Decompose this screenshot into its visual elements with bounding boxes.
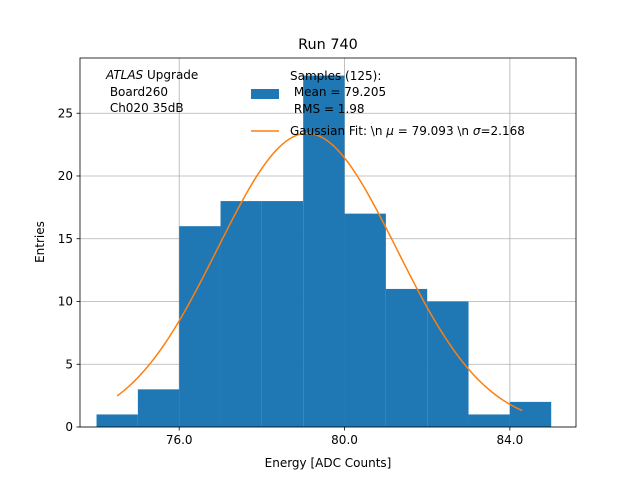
y-tick-label: 20 xyxy=(58,169,73,183)
y-axis-ticks: 0 5 10 15 20 25 xyxy=(58,106,80,434)
gaussian-fit-layer xyxy=(116,132,523,412)
chart-title: Run 740 xyxy=(298,37,358,53)
legend-fit-sigma-symbol: σ xyxy=(473,124,481,138)
legend-fit-mu-value: = 79.093 \n xyxy=(394,124,473,138)
legend-hist-line-2: Mean = 79.205 xyxy=(290,85,386,99)
y-tick-label: 5 xyxy=(65,357,73,371)
histogram-bar xyxy=(509,401,552,427)
y-tick-label: 0 xyxy=(65,420,73,434)
histogram-bar xyxy=(96,414,138,427)
annotation-upgrade: Upgrade xyxy=(143,68,198,82)
x-axis-label: Energy [ADC Counts] xyxy=(265,456,392,470)
x-tick-label: 84.0 xyxy=(497,433,524,447)
y-tick-label: 25 xyxy=(58,106,73,120)
histogram-bar xyxy=(261,201,304,427)
legend-fit-mu-symbol: μ xyxy=(385,124,394,138)
annotation-atlas: ATLAS xyxy=(105,68,144,82)
histogram-bar xyxy=(427,301,469,427)
legend-hist-line-3: RMS = 1.98 xyxy=(290,102,365,116)
histogram-bar xyxy=(220,201,262,427)
legend-hist-swatch xyxy=(251,89,279,99)
y-tick-label: 15 xyxy=(58,232,73,246)
plot-frame xyxy=(79,57,577,428)
x-tick-label: 76.0 xyxy=(166,433,193,447)
legend: Samples (125): Mean = 79.205 RMS = 1.98 … xyxy=(251,69,525,138)
histogram-bar xyxy=(137,389,180,427)
histogram-bar xyxy=(344,213,386,427)
x-tick-label: 80.0 xyxy=(331,433,358,447)
legend-fit-prefix: Gaussian Fit: \n xyxy=(290,124,386,138)
atlas-annotation: ATLAS Upgrade Board260 Ch020 35dB xyxy=(105,68,198,115)
annotation-line-1: ATLAS Upgrade xyxy=(105,68,198,82)
legend-fit-label: Gaussian Fit: \n μ = 79.093 \n σ=2.168 xyxy=(290,124,525,138)
annotation-line-3: Ch020 35dB xyxy=(106,101,184,115)
legend-fit-sigma-value: =2.168 xyxy=(480,124,524,138)
histogram-bar xyxy=(468,414,510,427)
y-tick-label: 10 xyxy=(58,295,73,309)
y-axis-label: Entries xyxy=(33,221,47,263)
histogram-bar xyxy=(179,226,221,427)
x-axis-ticks: 76.0 80.0 84.0 xyxy=(166,427,523,447)
legend-hist-line-1: Samples (125): xyxy=(290,69,381,83)
annotation-line-2: Board260 xyxy=(106,85,168,99)
gaussian-fit-curve xyxy=(116,132,523,412)
histogram-bar xyxy=(385,288,428,427)
